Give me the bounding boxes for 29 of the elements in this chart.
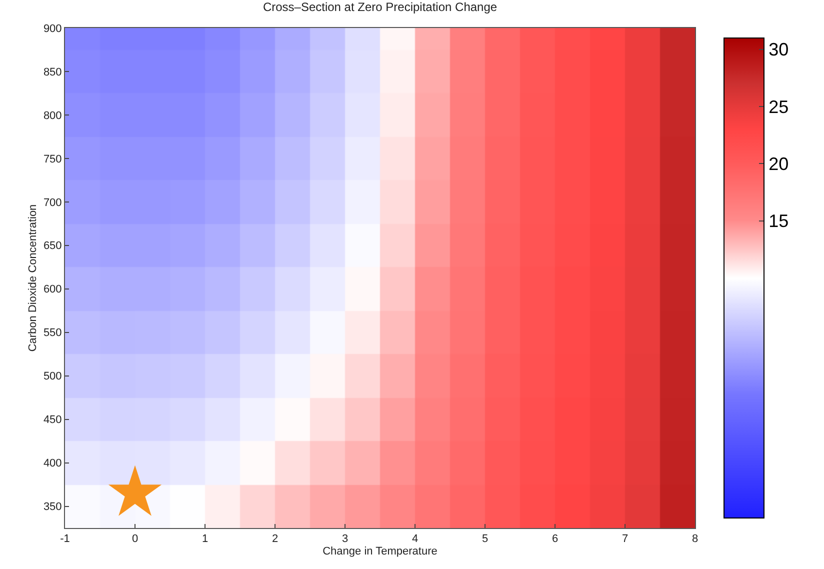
y-tick-label: 850 bbox=[43, 66, 62, 78]
x-tick-label: 4 bbox=[412, 533, 418, 546]
y-tick-label: 450 bbox=[43, 414, 62, 426]
x-tick-label: 2 bbox=[272, 533, 278, 546]
x-tick-label: 5 bbox=[482, 533, 488, 546]
x-axis-title: Change in Temperature bbox=[322, 545, 438, 558]
chart-title: Cross–Section at Zero Precipitation Change bbox=[262, 0, 498, 14]
y-tick-label: 900 bbox=[43, 22, 62, 35]
y-tick-label: 600 bbox=[43, 284, 62, 296]
x-tick-label: 6 bbox=[552, 533, 558, 546]
y-axis-title: Carbon Dioxide Concentration bbox=[27, 204, 40, 352]
color-bar-label: 15 bbox=[768, 211, 789, 232]
color-bar-label: 30 bbox=[768, 40, 789, 60]
x-tick-label: 8 bbox=[692, 533, 698, 546]
y-tick-label: 400 bbox=[43, 458, 62, 470]
y-tick-label: 700 bbox=[43, 196, 62, 209]
y-tick-label: 500 bbox=[43, 370, 62, 383]
x-tick-label: 3 bbox=[342, 533, 348, 546]
x-tick-label: 0 bbox=[132, 533, 138, 546]
x-tick-label: 1 bbox=[202, 533, 208, 546]
x-tick-label: -1 bbox=[60, 533, 70, 546]
y-tick-label: 650 bbox=[43, 240, 62, 252]
y-tick-label: 750 bbox=[43, 153, 62, 166]
x-tick-label: 7 bbox=[622, 533, 628, 546]
color-bar-label: 20 bbox=[768, 154, 789, 174]
color-bar-label: 25 bbox=[768, 96, 789, 117]
y-tick-label: 350 bbox=[43, 501, 62, 514]
y-tick-label: 550 bbox=[43, 327, 62, 340]
y-tick-label: 800 bbox=[43, 110, 62, 122]
